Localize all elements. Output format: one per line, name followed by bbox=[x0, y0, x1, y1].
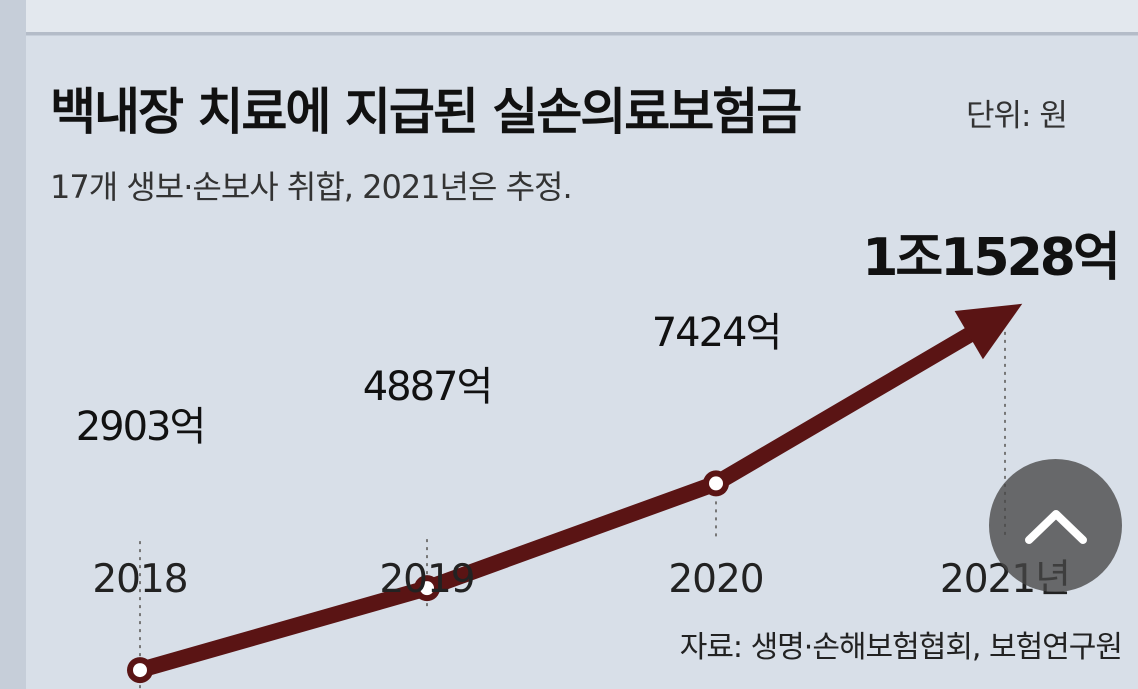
x-tick-label: 2019 bbox=[379, 557, 474, 602]
left-edge bbox=[0, 0, 26, 689]
x-tick-label: 2018 bbox=[92, 557, 187, 602]
chart-subtitle: 17개 생보·손보사 취합, 2021년은 추정. bbox=[50, 168, 573, 206]
value-label: 1조1528억 bbox=[862, 228, 1118, 288]
data-point bbox=[709, 476, 723, 491]
source-note: 자료: 생명·손해보험협회, 보험연구원 bbox=[679, 630, 1123, 665]
unit-label: 단위: 원 bbox=[966, 98, 1068, 134]
value-label: 4887억 bbox=[363, 364, 492, 410]
value-label: 7424억 bbox=[652, 310, 781, 356]
top-edge bbox=[26, 0, 1138, 35]
arrow-head bbox=[954, 303, 1023, 360]
x-tick-label: 2020 bbox=[668, 557, 763, 602]
value-label: 2903억 bbox=[76, 404, 205, 450]
chart-title: 백내장 치료에 지급된 실손의료보험금 bbox=[50, 83, 802, 141]
scroll-to-top-button[interactable] bbox=[989, 459, 1122, 592]
chevron-up-icon bbox=[1024, 509, 1087, 544]
series-line bbox=[132, 322, 986, 679]
data-point bbox=[133, 663, 147, 678]
chart-card bbox=[26, 36, 1138, 689]
data-point bbox=[420, 581, 434, 596]
